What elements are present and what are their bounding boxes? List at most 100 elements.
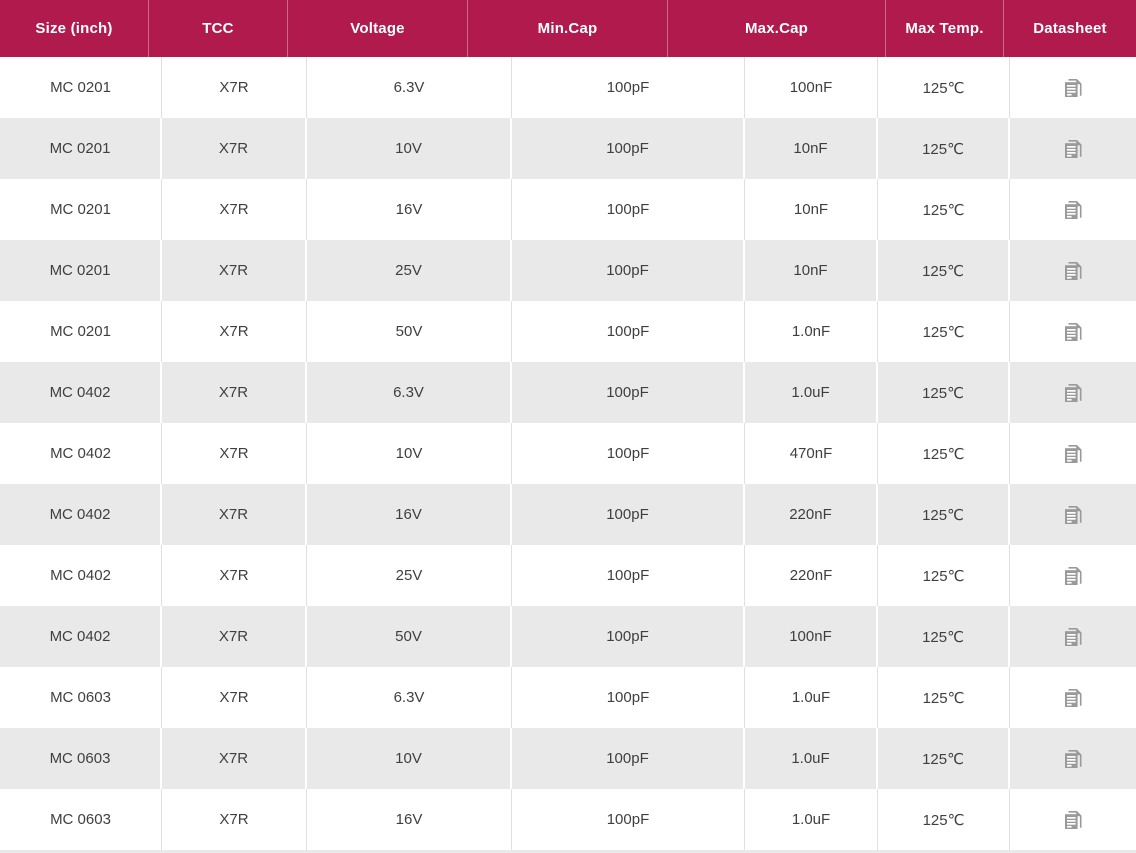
cell-tcc: X7R: [162, 667, 307, 728]
cell-voltage: 16V: [307, 179, 512, 240]
cell-datasheet: [1010, 118, 1136, 179]
cell-tcc: X7R: [162, 240, 307, 301]
cell-datasheet: [1010, 179, 1136, 240]
cell-max-cap: 100nF: [745, 57, 878, 118]
table-row: MC 0603 X7R 10V 100pF 1.0uF 125℃: [0, 728, 1136, 789]
cell-tcc: X7R: [162, 118, 307, 179]
cell-voltage: 50V: [307, 301, 512, 362]
cell-max-temp: 125℃: [878, 240, 1010, 301]
cell-max-temp: 125℃: [878, 301, 1010, 362]
cell-min-cap: 100pF: [512, 118, 745, 179]
cell-datasheet: [1010, 667, 1136, 728]
col-header-min-cap: Min.Cap: [467, 0, 667, 57]
cell-voltage: 6.3V: [307, 57, 512, 118]
cell-max-cap: 220nF: [745, 545, 878, 606]
table-row: MC 0402 X7R 6.3V 100pF 1.0uF 125℃: [0, 362, 1136, 423]
cell-tcc: X7R: [162, 423, 307, 484]
cell-max-cap: 10nF: [745, 179, 878, 240]
cell-size: MC 0402: [0, 423, 162, 484]
cell-max-temp: 125℃: [878, 179, 1010, 240]
table-row: MC 0402 X7R 50V 100pF 100nF 125℃: [0, 606, 1136, 667]
datasheet-document-icon[interactable]: [1062, 77, 1084, 99]
cell-tcc: X7R: [162, 57, 307, 118]
cell-voltage: 6.3V: [307, 667, 512, 728]
cell-tcc: X7R: [162, 545, 307, 606]
table-body: MC 0201 X7R 6.3V 100pF 100nF 125℃: [0, 57, 1136, 850]
datasheet-document-icon[interactable]: [1062, 199, 1084, 221]
datasheet-document-icon[interactable]: [1062, 260, 1084, 282]
cell-max-temp: 125℃: [878, 667, 1010, 728]
cell-size: MC 0603: [0, 789, 162, 850]
cell-voltage: 50V: [307, 606, 512, 667]
table-row: MC 0402 X7R 16V 100pF 220nF 125℃: [0, 484, 1136, 545]
cell-tcc: X7R: [162, 301, 307, 362]
cell-max-temp: 125℃: [878, 606, 1010, 667]
datasheet-document-icon[interactable]: [1062, 565, 1084, 587]
cell-max-temp: 125℃: [878, 484, 1010, 545]
cell-datasheet: [1010, 484, 1136, 545]
cell-max-cap: 1.0uF: [745, 362, 878, 423]
cell-max-temp: 125℃: [878, 423, 1010, 484]
cell-voltage: 10V: [307, 728, 512, 789]
table-header-row: Size (inch) TCC Voltage Min.Cap Max.Cap …: [0, 0, 1136, 57]
datasheet-document-icon[interactable]: [1062, 809, 1084, 831]
cell-datasheet: [1010, 728, 1136, 789]
cell-voltage: 10V: [307, 423, 512, 484]
cell-size: MC 0603: [0, 728, 162, 789]
cell-tcc: X7R: [162, 789, 307, 850]
cell-datasheet: [1010, 301, 1136, 362]
cell-max-cap: 220nF: [745, 484, 878, 545]
cell-max-temp: 125℃: [878, 362, 1010, 423]
datasheet-document-icon[interactable]: [1062, 382, 1084, 404]
cell-voltage: 25V: [307, 240, 512, 301]
cell-max-temp: 125℃: [878, 728, 1010, 789]
cell-max-cap: 10nF: [745, 118, 878, 179]
cell-min-cap: 100pF: [512, 484, 745, 545]
cell-tcc: X7R: [162, 606, 307, 667]
cell-max-cap: 1.0nF: [745, 301, 878, 362]
datasheet-document-icon[interactable]: [1062, 504, 1084, 526]
cell-max-cap: 470nF: [745, 423, 878, 484]
cell-tcc: X7R: [162, 484, 307, 545]
col-header-tcc: TCC: [148, 0, 287, 57]
cell-size: MC 0201: [0, 179, 162, 240]
table-row: MC 0603 X7R 6.3V 100pF 1.0uF 125℃: [0, 667, 1136, 728]
cell-max-cap: 1.0uF: [745, 789, 878, 850]
cell-voltage: 6.3V: [307, 362, 512, 423]
next-row-peek: [0, 850, 1136, 853]
cell-datasheet: [1010, 789, 1136, 850]
table-row: MC 0402 X7R 10V 100pF 470nF 125℃: [0, 423, 1136, 484]
cell-tcc: X7R: [162, 179, 307, 240]
datasheet-document-icon[interactable]: [1062, 443, 1084, 465]
datasheet-document-icon[interactable]: [1062, 321, 1084, 343]
cell-size: MC 0402: [0, 606, 162, 667]
cell-min-cap: 100pF: [512, 362, 745, 423]
cell-size: MC 0201: [0, 301, 162, 362]
cell-datasheet: [1010, 545, 1136, 606]
cell-datasheet: [1010, 423, 1136, 484]
table-row: MC 0201 X7R 25V 100pF 10nF 125℃: [0, 240, 1136, 301]
table-row: MC 0201 X7R 6.3V 100pF 100nF 125℃: [0, 57, 1136, 118]
cell-min-cap: 100pF: [512, 179, 745, 240]
cell-min-cap: 100pF: [512, 667, 745, 728]
cell-min-cap: 100pF: [512, 301, 745, 362]
cell-datasheet: [1010, 362, 1136, 423]
datasheet-document-icon[interactable]: [1062, 626, 1084, 648]
cell-max-temp: 125℃: [878, 57, 1010, 118]
table-row: MC 0402 X7R 25V 100pF 220nF 125℃: [0, 545, 1136, 606]
cell-max-cap: 1.0uF: [745, 667, 878, 728]
col-header-max-temp: Max Temp.: [885, 0, 1003, 57]
cell-voltage: 16V: [307, 484, 512, 545]
datasheet-document-icon[interactable]: [1062, 138, 1084, 160]
cell-min-cap: 100pF: [512, 728, 745, 789]
cell-max-temp: 125℃: [878, 545, 1010, 606]
table-row: MC 0201 X7R 16V 100pF 10nF 125℃: [0, 179, 1136, 240]
cell-max-cap: 1.0uF: [745, 728, 878, 789]
col-header-max-cap: Max.Cap: [667, 0, 885, 57]
datasheet-document-icon[interactable]: [1062, 687, 1084, 709]
col-header-size: Size (inch): [35, 20, 113, 37]
table-row: MC 0201 X7R 10V 100pF 10nF 125℃: [0, 118, 1136, 179]
cell-voltage: 16V: [307, 789, 512, 850]
datasheet-document-icon[interactable]: [1062, 748, 1084, 770]
cell-max-temp: 125℃: [878, 789, 1010, 850]
